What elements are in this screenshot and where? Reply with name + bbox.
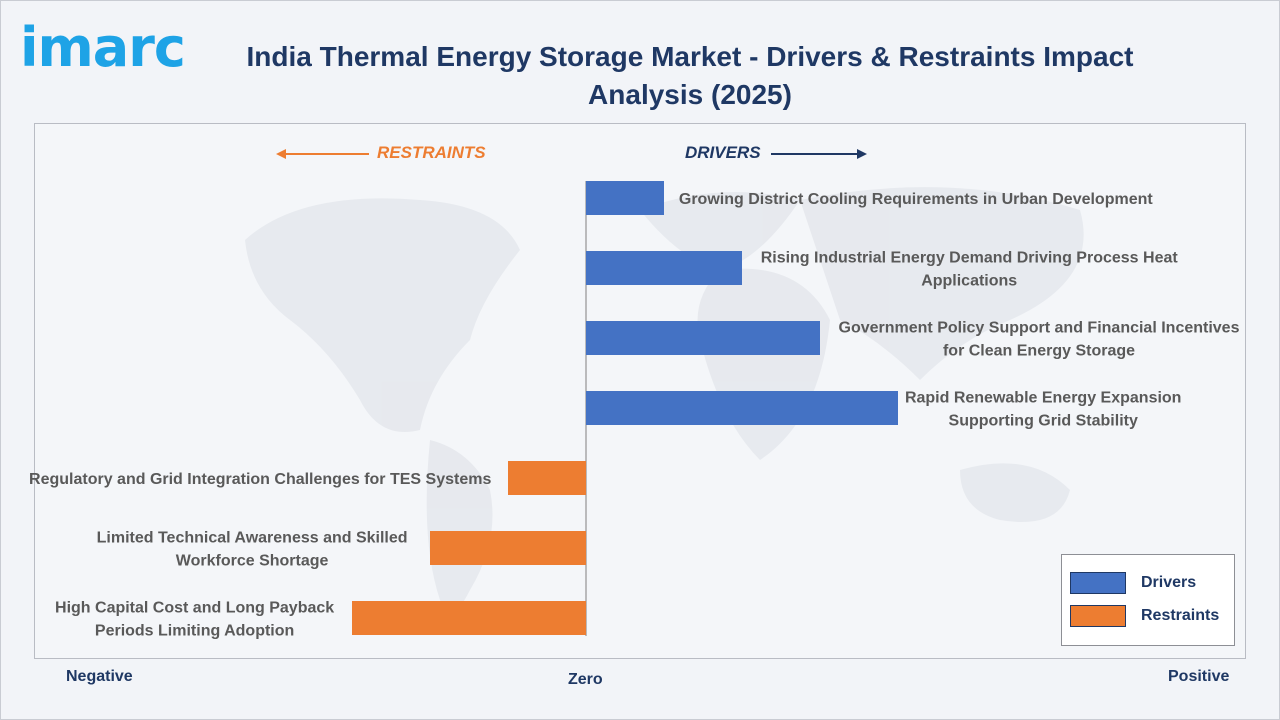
driver-label-3: Government Policy Support and Financial … [839, 320, 1240, 360]
legend-swatch-drivers [1070, 572, 1126, 594]
legend-item-drivers: Drivers [1070, 572, 1196, 594]
restraint-bar-5 [508, 461, 586, 495]
legend-label-drivers: Drivers [1141, 574, 1197, 591]
chart-title: India Thermal Energy Storage Market - Dr… [246, 41, 1134, 110]
driver-bar-2 [586, 251, 742, 285]
legend-label-restraints: Restraints [1141, 607, 1220, 624]
driver-label-4: Rapid Renewable Energy Expansion Supporti… [905, 390, 1182, 430]
driver-label-1: Growing District Cooling Requirements in… [679, 191, 1154, 208]
restraint-bar-7 [352, 601, 586, 635]
world-map-background [245, 187, 1084, 613]
restraint-label-6: Limited Technical Awareness and Skilled W… [97, 530, 408, 570]
drivers-arrow [771, 149, 867, 159]
axis-label-zero: Zero [568, 671, 603, 688]
legend-item-restraints: Restraints [1070, 605, 1219, 627]
drivers-direction-label: DRIVERS [685, 143, 761, 162]
axis-label-negative: Negative [66, 668, 133, 685]
restraints-direction-label: RESTRAINTS [377, 143, 486, 162]
driver-bar-3 [586, 321, 820, 355]
driver-bar-4 [586, 391, 898, 425]
restraints-arrow [276, 149, 369, 159]
chart-legend: Drivers Restraints [1061, 554, 1235, 646]
restraint-bar-6 [430, 531, 586, 565]
legend-swatch-restraints [1070, 605, 1126, 627]
driver-label-2: Rising Industrial Energy Demand Driving … [761, 250, 1179, 290]
imarc-logo: imarc [20, 16, 186, 79]
axis-label-positive: Positive [1168, 668, 1230, 685]
driver-bar-1 [586, 181, 664, 215]
restraint-label-5: Regulatory and Grid Integration Challeng… [29, 471, 491, 488]
restraint-label-7: High Capital Cost and Long Payback Period… [55, 600, 334, 640]
